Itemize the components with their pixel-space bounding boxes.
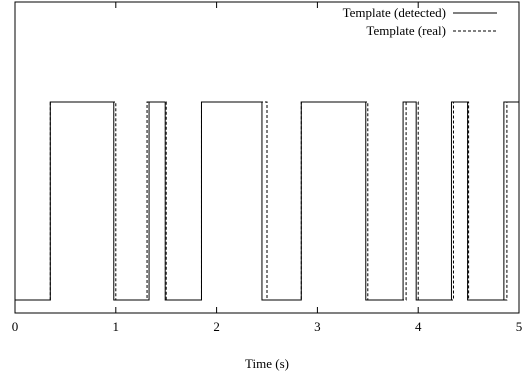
x-tick-label: 0 bbox=[12, 319, 19, 334]
plot-frame bbox=[14, 1, 520, 314]
x-axis-ticks: 0 1 2 3 4 5 bbox=[12, 2, 523, 334]
x-axis-label: Time (s) bbox=[245, 356, 289, 371]
x-tick-label: 5 bbox=[516, 319, 523, 334]
series-line-detected bbox=[15, 101, 519, 301]
legend: Template (detected) Template (real) bbox=[343, 5, 497, 38]
legend-label-detected: Template (detected) bbox=[343, 5, 446, 20]
legend-label-real: Template (real) bbox=[366, 23, 446, 38]
x-tick-label: 2 bbox=[213, 319, 220, 334]
series-line-real bbox=[15, 101, 519, 301]
x-tick-label: 1 bbox=[113, 319, 120, 334]
x-tick-label: 3 bbox=[314, 319, 321, 334]
series-layer bbox=[15, 101, 519, 301]
x-tick-label: 4 bbox=[415, 319, 422, 334]
